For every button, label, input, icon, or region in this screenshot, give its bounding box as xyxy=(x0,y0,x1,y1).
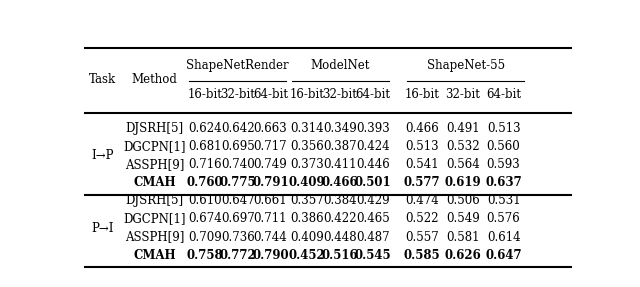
Text: 0.409: 0.409 xyxy=(291,230,324,244)
Text: 0.501: 0.501 xyxy=(355,176,391,189)
Text: 0.545: 0.545 xyxy=(355,249,391,262)
Text: 0.487: 0.487 xyxy=(356,230,390,244)
Text: Task: Task xyxy=(89,73,116,86)
Text: 0.532: 0.532 xyxy=(446,140,480,153)
Text: ModelNet: ModelNet xyxy=(310,59,370,72)
Text: 0.356: 0.356 xyxy=(291,140,324,153)
Text: 0.387: 0.387 xyxy=(323,140,356,153)
Text: DJSRH[5]: DJSRH[5] xyxy=(125,122,184,135)
Text: 16-bit: 16-bit xyxy=(290,88,324,101)
Text: 32-bit: 32-bit xyxy=(323,88,357,101)
Text: 0.585: 0.585 xyxy=(404,249,440,262)
Text: 0.642: 0.642 xyxy=(221,122,255,135)
Text: 32-bit: 32-bit xyxy=(445,88,481,101)
Text: 16-bit: 16-bit xyxy=(188,88,223,101)
Text: 0.576: 0.576 xyxy=(486,212,520,226)
Text: 0.661: 0.661 xyxy=(253,194,287,207)
Text: 0.373: 0.373 xyxy=(291,158,324,171)
Text: 0.424: 0.424 xyxy=(356,140,390,153)
Text: 0.411: 0.411 xyxy=(323,158,356,171)
Text: 0.541: 0.541 xyxy=(405,158,439,171)
Text: 0.791: 0.791 xyxy=(252,176,289,189)
Text: I→P: I→P xyxy=(91,149,113,162)
Text: 0.790: 0.790 xyxy=(252,249,289,262)
Text: 0.448: 0.448 xyxy=(323,230,356,244)
Text: 0.314: 0.314 xyxy=(291,122,324,135)
Text: 0.697: 0.697 xyxy=(221,212,255,226)
Text: 0.466: 0.466 xyxy=(321,176,358,189)
Text: 0.357: 0.357 xyxy=(291,194,324,207)
Text: 0.560: 0.560 xyxy=(486,140,520,153)
Text: 0.581: 0.581 xyxy=(446,230,479,244)
Text: 0.740: 0.740 xyxy=(221,158,255,171)
Text: 0.758: 0.758 xyxy=(187,249,223,262)
Text: 0.465: 0.465 xyxy=(356,212,390,226)
Text: Method: Method xyxy=(131,73,177,86)
Text: 0.647: 0.647 xyxy=(485,249,522,262)
Text: 0.522: 0.522 xyxy=(406,212,439,226)
Text: 0.717: 0.717 xyxy=(253,140,287,153)
Text: 0.549: 0.549 xyxy=(446,212,480,226)
Text: P→I: P→I xyxy=(91,222,113,234)
Text: 0.624: 0.624 xyxy=(188,122,222,135)
Text: 64-bit: 64-bit xyxy=(486,88,521,101)
Text: 32-bit: 32-bit xyxy=(220,88,255,101)
Text: ShapeNetRender: ShapeNetRender xyxy=(186,59,289,72)
Text: 64-bit: 64-bit xyxy=(355,88,390,101)
Text: 0.384: 0.384 xyxy=(323,194,356,207)
Text: 0.760: 0.760 xyxy=(187,176,223,189)
Text: DGCPN[1]: DGCPN[1] xyxy=(123,140,186,153)
Text: 0.474: 0.474 xyxy=(405,194,439,207)
Text: 0.593: 0.593 xyxy=(486,158,520,171)
Text: 0.452: 0.452 xyxy=(289,249,326,262)
Text: 0.393: 0.393 xyxy=(356,122,390,135)
Text: 0.429: 0.429 xyxy=(356,194,390,207)
Text: 0.409: 0.409 xyxy=(289,176,326,189)
Text: 0.557: 0.557 xyxy=(405,230,439,244)
Text: 0.626: 0.626 xyxy=(445,249,481,262)
Text: 0.775: 0.775 xyxy=(220,176,256,189)
Text: ASSPH[9]: ASSPH[9] xyxy=(125,230,184,244)
Text: ASSPH[9]: ASSPH[9] xyxy=(125,158,184,171)
Text: 0.386: 0.386 xyxy=(291,212,324,226)
Text: CMAH: CMAH xyxy=(133,249,176,262)
Text: 0.564: 0.564 xyxy=(446,158,480,171)
Text: 0.491: 0.491 xyxy=(446,122,480,135)
Text: 0.506: 0.506 xyxy=(446,194,480,207)
Text: 0.637: 0.637 xyxy=(485,176,522,189)
Text: 0.647: 0.647 xyxy=(221,194,255,207)
Text: 0.513: 0.513 xyxy=(487,122,520,135)
Text: DGCPN[1]: DGCPN[1] xyxy=(123,212,186,226)
Text: 0.695: 0.695 xyxy=(221,140,255,153)
Text: 0.577: 0.577 xyxy=(404,176,440,189)
Text: 0.516: 0.516 xyxy=(321,249,358,262)
Text: 0.610: 0.610 xyxy=(188,194,222,207)
Text: 0.681: 0.681 xyxy=(188,140,221,153)
Text: 0.736: 0.736 xyxy=(221,230,255,244)
Text: 0.513: 0.513 xyxy=(405,140,439,153)
Text: 16-bit: 16-bit xyxy=(405,88,440,101)
Text: 0.466: 0.466 xyxy=(405,122,439,135)
Text: ShapeNet-55: ShapeNet-55 xyxy=(427,59,505,72)
Text: 0.663: 0.663 xyxy=(253,122,287,135)
Text: 0.716: 0.716 xyxy=(188,158,222,171)
Text: 0.446: 0.446 xyxy=(356,158,390,171)
Text: 0.709: 0.709 xyxy=(188,230,222,244)
Text: 0.349: 0.349 xyxy=(323,122,356,135)
Text: 0.711: 0.711 xyxy=(253,212,287,226)
Text: 0.749: 0.749 xyxy=(253,158,287,171)
Text: 0.422: 0.422 xyxy=(323,212,356,226)
Text: 64-bit: 64-bit xyxy=(253,88,288,101)
Text: CMAH: CMAH xyxy=(133,176,176,189)
Text: 0.674: 0.674 xyxy=(188,212,222,226)
Text: DJSRH[5]: DJSRH[5] xyxy=(125,194,184,207)
Text: 0.744: 0.744 xyxy=(253,230,287,244)
Text: 0.619: 0.619 xyxy=(445,176,481,189)
Text: 0.772: 0.772 xyxy=(220,249,256,262)
Text: 0.531: 0.531 xyxy=(487,194,520,207)
Text: 0.614: 0.614 xyxy=(487,230,520,244)
